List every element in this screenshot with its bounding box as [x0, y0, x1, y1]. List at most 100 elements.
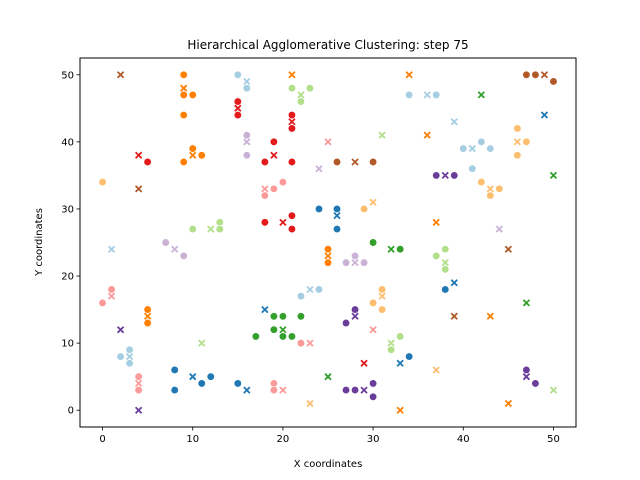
centroid-marker	[116, 326, 125, 334]
centroid-marker	[504, 399, 513, 408]
data-point	[522, 137, 531, 147]
x-tick-label: 40	[457, 434, 470, 445]
plot-area	[98, 70, 558, 414]
centroid-marker	[189, 151, 197, 159]
y-tick-label: 20	[61, 272, 74, 283]
axes-frame	[79, 57, 577, 428]
centroid-marker	[324, 138, 332, 146]
centroid-marker	[171, 245, 179, 253]
centroid-marker	[450, 118, 458, 126]
data-point	[242, 151, 251, 160]
data-point	[477, 177, 486, 187]
data-point	[405, 90, 414, 100]
data-point	[450, 171, 459, 180]
data-point	[386, 345, 396, 354]
data-point	[188, 224, 197, 234]
cluster-series-1	[170, 111, 549, 395]
axis-ticks: 0 10 20 30 40 50 0 10 20 30 40 50	[61, 70, 560, 445]
data-point	[296, 97, 306, 106]
centroid-marker	[369, 326, 377, 334]
data-point	[287, 211, 297, 220]
data-point	[395, 245, 405, 254]
data-point	[314, 285, 324, 294]
data-point	[531, 70, 540, 79]
data-point	[233, 110, 242, 120]
y-tick-label: 30	[61, 204, 74, 215]
data-point	[341, 385, 351, 395]
cluster-series-5	[134, 97, 368, 367]
centroid-marker	[378, 131, 386, 139]
centroid-marker	[134, 406, 143, 414]
centroid-marker	[387, 245, 395, 253]
data-point	[468, 164, 477, 173]
cluster-series-6	[98, 124, 531, 408]
centroid-marker	[207, 225, 215, 233]
x-tick-label: 50	[547, 434, 560, 445]
data-point	[269, 312, 279, 321]
data-point	[242, 131, 251, 140]
centroid-marker	[423, 131, 431, 139]
data-point	[233, 70, 242, 79]
data-point	[197, 379, 206, 388]
data-point	[368, 298, 378, 308]
centroid-marker	[243, 386, 251, 394]
centroid-marker	[504, 245, 513, 253]
centroid-marker	[324, 373, 332, 381]
data-point	[197, 151, 206, 160]
centroid-marker	[315, 165, 323, 173]
data-point	[513, 151, 522, 160]
centroid-marker	[405, 71, 413, 79]
chart-title: Hierarchical Agglomerative Clustering: s…	[187, 38, 468, 52]
centroid-marker	[189, 373, 197, 381]
centroid-marker	[261, 305, 269, 314]
centroid-marker	[107, 292, 116, 300]
data-point	[260, 218, 270, 227]
centroid-marker	[116, 71, 125, 79]
data-point	[107, 285, 116, 294]
data-point	[359, 258, 369, 267]
centroid-marker	[396, 406, 404, 414]
data-point	[269, 184, 279, 193]
data-point	[531, 379, 540, 388]
data-point	[170, 365, 179, 375]
data-point	[116, 352, 125, 361]
x-axis-title: X coordinates	[294, 459, 363, 470]
centroid-marker	[486, 312, 494, 320]
y-tick-label: 40	[61, 137, 74, 148]
cluster-series-7	[143, 70, 513, 414]
data-point	[287, 124, 297, 133]
x-tick-label: 30	[367, 434, 380, 445]
centroid-marker	[279, 218, 287, 227]
data-point	[495, 184, 504, 193]
data-point	[477, 137, 486, 147]
data-point	[143, 305, 152, 314]
data-point	[332, 204, 342, 214]
data-point	[368, 379, 378, 388]
centroid-marker	[134, 379, 143, 388]
data-point	[143, 157, 152, 167]
data-point	[287, 224, 297, 234]
data-point	[441, 285, 450, 294]
centroid-marker	[306, 339, 314, 347]
y-tick-label: 0	[68, 406, 74, 417]
centroid-marker	[540, 71, 549, 79]
data-point	[170, 385, 179, 395]
data-point	[513, 124, 522, 133]
centroid-marker	[270, 151, 278, 159]
centroid-marker	[234, 104, 242, 112]
data-point	[350, 385, 360, 395]
centroid-marker	[134, 185, 143, 193]
data-point	[359, 204, 369, 214]
centroid-marker	[378, 292, 386, 300]
centroid-marker	[441, 171, 449, 180]
cluster-series-3	[251, 91, 558, 381]
data-point	[486, 191, 495, 200]
data-point	[341, 318, 351, 328]
data-point	[215, 224, 224, 234]
data-point	[549, 77, 558, 86]
centroid-marker	[360, 359, 368, 367]
data-point	[278, 312, 288, 321]
centroid-marker	[351, 258, 359, 267]
centroid-marker	[261, 185, 269, 193]
x-tick-label: 0	[99, 434, 105, 445]
